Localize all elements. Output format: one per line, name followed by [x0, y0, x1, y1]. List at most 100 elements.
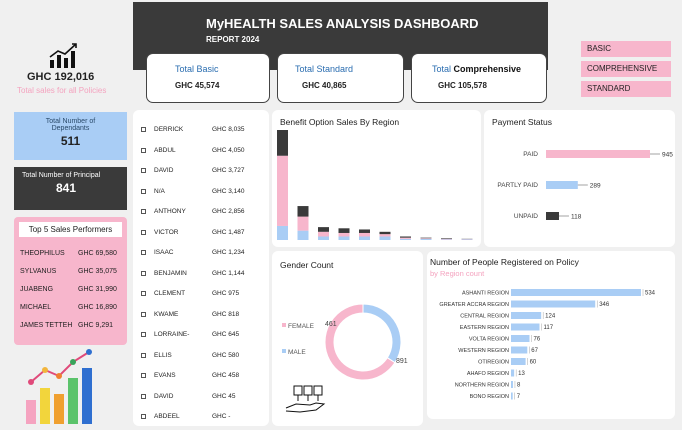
checkbox-icon[interactable]	[141, 414, 146, 419]
benefit-bar-segment[interactable]	[277, 225, 288, 240]
benefit-bar-segment[interactable]	[400, 237, 411, 239]
benefit-bar-segment[interactable]	[297, 206, 309, 217]
agent-value: GHC 3,727	[212, 167, 245, 174]
checkbox-icon[interactable]	[141, 332, 146, 337]
bar-chart-icon	[46, 42, 80, 70]
checkbox-icon[interactable]	[141, 127, 146, 132]
kpi-label-bold: Comprehensive	[453, 64, 522, 74]
agent-list-item[interactable]: ABDUL GHC 4,050	[133, 147, 263, 154]
agent-list-item[interactable]: ANTHONY GHC 2,856	[133, 208, 263, 215]
checkbox-icon[interactable]	[141, 311, 146, 317]
agent-list-item[interactable]: LORRAINE- GHC 645	[133, 331, 263, 338]
dependants-card: Total Number of Dependants 511	[14, 112, 127, 160]
slicer-comprehensive[interactable]: COMPREHENSIVE	[581, 61, 671, 77]
gender-slice[interactable]	[362, 303, 402, 364]
benefit-bar-segment[interactable]	[441, 239, 452, 240]
agent-value: GHC -	[212, 413, 231, 420]
agent-value: GHC 8,035	[212, 126, 245, 133]
checkbox-icon[interactable]	[141, 168, 146, 173]
dashboard-title: MyHEALTH SALES ANALYSIS DASHBOARD	[206, 16, 479, 31]
agent-value: GHC 580	[212, 351, 240, 359]
region-bar[interactable]	[511, 346, 528, 354]
gender-panel: Gender Count 891 461 FEMALE MALE	[272, 251, 423, 426]
region-label: WESTERN REGION	[458, 348, 509, 354]
agent-value: GHC 3,140	[212, 187, 245, 195]
benefit-bar-segment[interactable]	[359, 229, 370, 233]
agent-list-item[interactable]: DERRICK GHC 8,035	[133, 126, 263, 133]
agent-name: BENJAMIN	[154, 269, 187, 277]
region-bar[interactable]	[511, 323, 540, 331]
benefit-bar-segment[interactable]	[297, 230, 309, 240]
benefit-bar-segment[interactable]	[420, 238, 432, 240]
checkbox-icon[interactable]	[141, 291, 146, 296]
region-bar[interactable]	[511, 300, 596, 308]
agent-name: N/A	[154, 187, 165, 195]
benefit-bar-segment[interactable]	[441, 238, 452, 240]
payment-bar[interactable]	[546, 181, 578, 189]
agent-list-item[interactable]: CLEMENT GHC 975	[133, 290, 263, 297]
agent-name: ELLIS	[154, 351, 172, 359]
checkbox-icon[interactable]	[141, 373, 146, 378]
benefit-bar-segment[interactable]	[297, 216, 309, 231]
checkbox-icon[interactable]	[141, 188, 146, 194]
agent-list-item[interactable]: BENJAMIN GHC 1,144	[133, 270, 263, 277]
benefit-bar-segment[interactable]	[379, 236, 391, 240]
region-bar[interactable]	[511, 312, 542, 319]
kpi-label: Total Comprehensive	[432, 64, 521, 74]
benefit-bar-segment[interactable]	[338, 228, 350, 233]
benefit-bar-segment[interactable]	[420, 237, 432, 239]
benefit-bar-segment[interactable]	[379, 234, 391, 237]
checkbox-icon[interactable]	[141, 352, 146, 358]
agent-value: GHC 458	[212, 372, 240, 379]
benefit-bar-segment[interactable]	[441, 238, 452, 239]
region-bar[interactable]	[511, 369, 515, 377]
benefit-bar-segment[interactable]	[400, 238, 411, 240]
region-bar[interactable]	[511, 392, 513, 400]
agent-list-item[interactable]: VICTOR GHC 1,487	[133, 229, 263, 236]
agent-list-item[interactable]: EVANS GHC 458	[133, 372, 263, 379]
checkbox-icon[interactable]	[141, 393, 146, 399]
slicer-standard[interactable]: STANDARD	[581, 81, 671, 97]
benefit-bar-segment[interactable]	[400, 236, 411, 238]
performer-name: JUABENG	[20, 285, 54, 293]
payment-bar[interactable]	[546, 150, 650, 158]
kpi-total-standard: Total Standard GHC 40,865	[277, 53, 404, 103]
benefit-bar-segment[interactable]	[318, 236, 329, 240]
principal-value: 841	[56, 181, 77, 195]
people-subtitle: by Region count	[430, 269, 485, 278]
benefit-bar-segment[interactable]	[420, 238, 432, 239]
payment-bar[interactable]	[546, 212, 559, 220]
slicer-basic[interactable]: BASIC	[581, 41, 671, 57]
checkbox-icon[interactable]	[141, 229, 146, 235]
region-bar[interactable]	[511, 358, 526, 365]
agent-list-item[interactable]: DAVID GHC 3,727	[133, 167, 263, 174]
checkbox-icon[interactable]	[141, 209, 146, 214]
agent-list-item[interactable]: N/A GHC 3,140	[133, 188, 263, 195]
region-bar[interactable]	[511, 335, 530, 342]
benefit-bar-segment[interactable]	[338, 236, 350, 240]
agent-name: DAVID	[154, 167, 174, 174]
region-bar[interactable]	[511, 381, 513, 388]
region-label: ASHANTI REGION	[462, 291, 509, 297]
benefit-bar-segment[interactable]	[318, 227, 329, 232]
agent-list-item[interactable]: KWAME GHC 818	[133, 311, 263, 318]
list-item: JUABENG GHC 31,990	[20, 280, 127, 298]
agent-list-item[interactable]: DAVID GHC 45	[133, 393, 263, 400]
benefit-bar-segment[interactable]	[359, 236, 370, 240]
agent-list-item[interactable]: ELLIS GHC 580	[133, 352, 263, 359]
benefit-bar-segment[interactable]	[277, 155, 288, 226]
checkbox-icon[interactable]	[141, 147, 146, 153]
agent-name: CLEMENT	[154, 290, 186, 297]
benefit-bar-segment[interactable]	[277, 130, 288, 156]
benefit-bar-segment[interactable]	[338, 232, 350, 237]
agent-list-item[interactable]: ISAAC GHC 1,234	[133, 249, 263, 256]
region-bar[interactable]	[511, 289, 641, 296]
checkbox-icon[interactable]	[141, 250, 146, 255]
benefit-bar-segment[interactable]	[359, 232, 370, 237]
checkbox-icon[interactable]	[141, 270, 146, 276]
gender-title: Gender Count	[280, 260, 334, 270]
agent-list-item[interactable]: ABDEEL GHC -	[133, 413, 263, 420]
benefit-bar-segment[interactable]	[461, 239, 473, 240]
benefit-bar-segment[interactable]	[318, 231, 329, 237]
benefit-bar-segment[interactable]	[379, 231, 391, 235]
